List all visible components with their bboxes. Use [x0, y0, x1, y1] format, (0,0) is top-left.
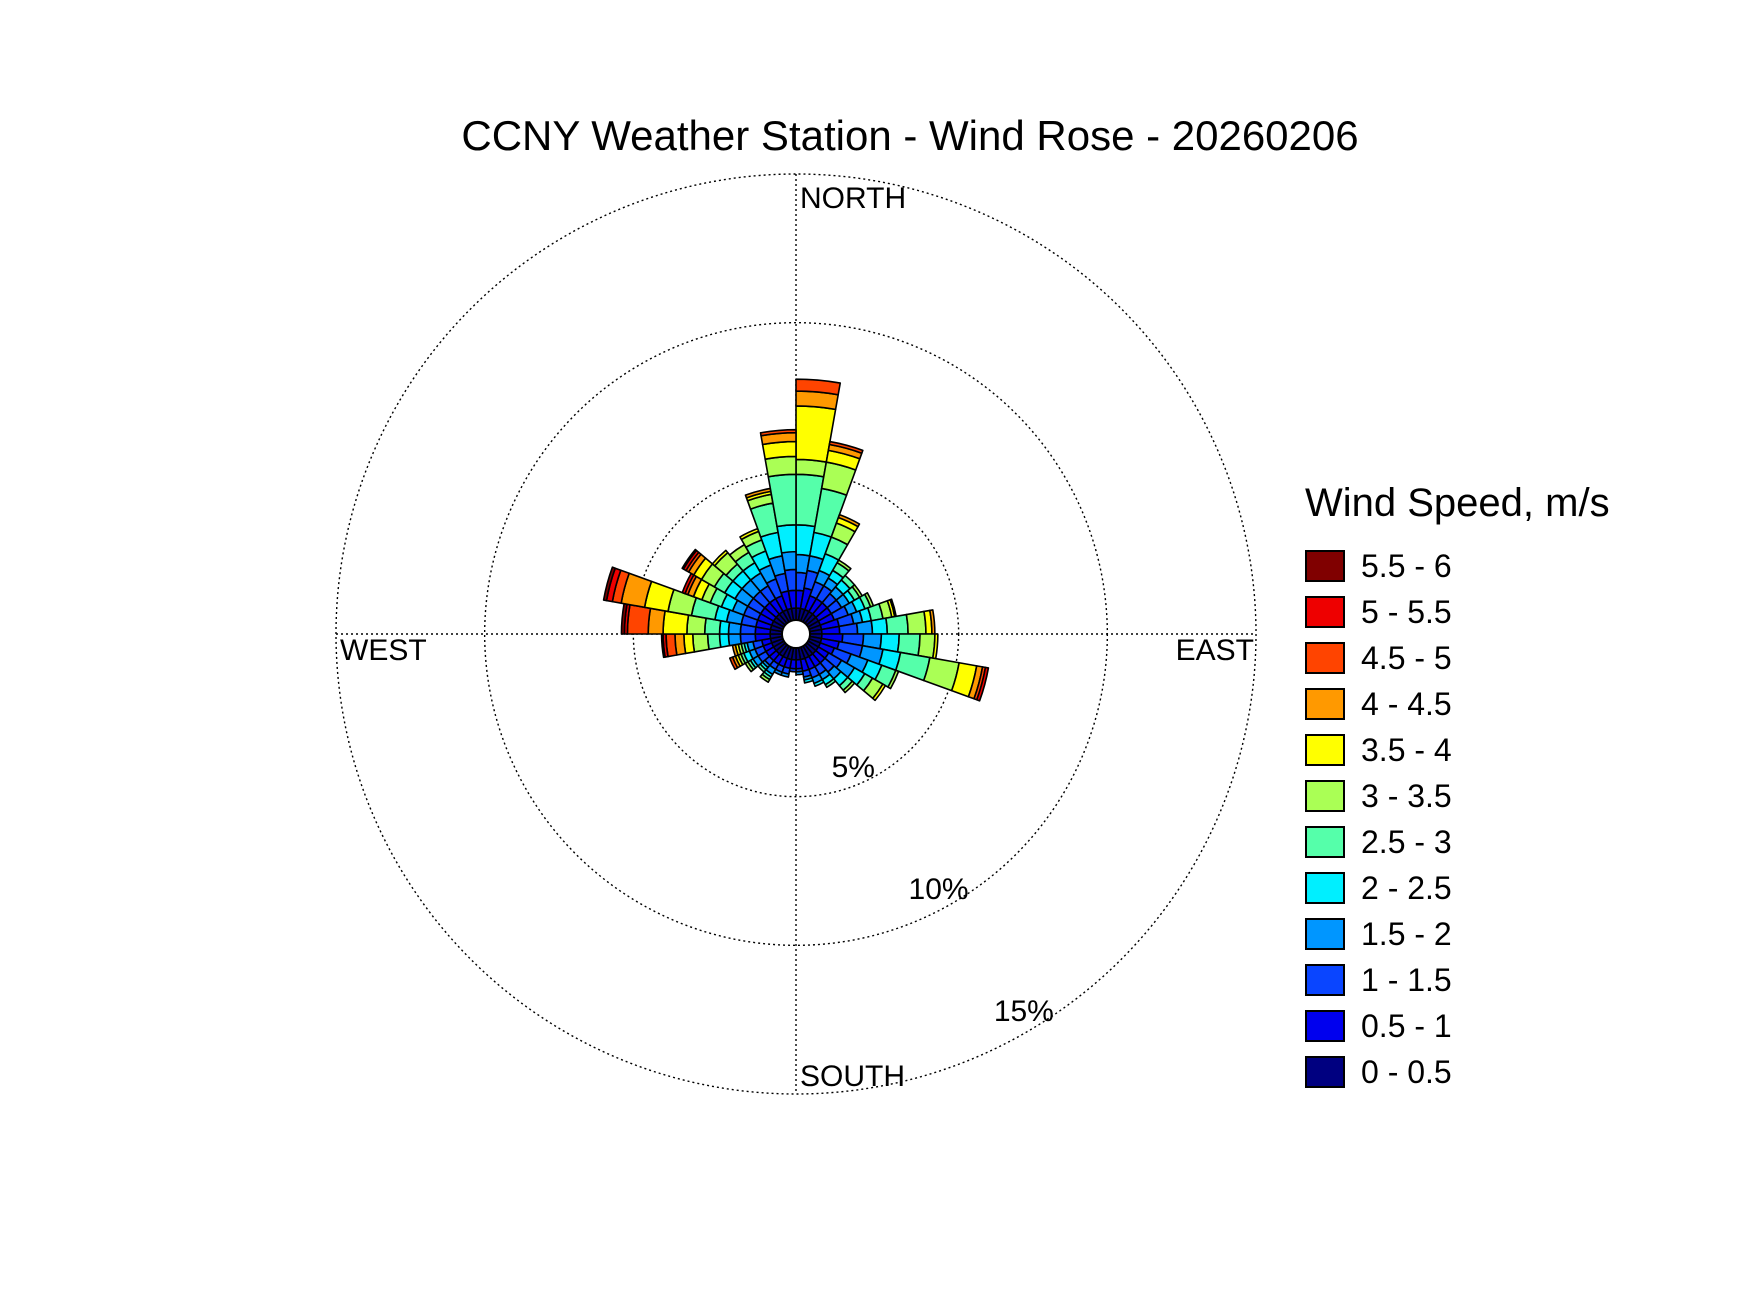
legend-swatch [1305, 918, 1345, 950]
legend-item: 2 - 2.5 [1305, 870, 1610, 916]
ring-label: 5% [832, 751, 875, 784]
legend-swatch [1305, 596, 1345, 628]
wind-rose-segment [975, 666, 990, 702]
wind-rose-segment [727, 633, 743, 647]
legend-label: 5 - 5.5 [1361, 594, 1452, 630]
direction-label-east: EAST [1176, 634, 1254, 667]
direction-label-west: WEST [340, 634, 427, 667]
legend-swatch [1305, 550, 1345, 582]
legend-items: 5.5 - 6 5 - 5.5 4.5 - 5 4 - 4.5 3.5 - 4 3 - 3… [1305, 548, 1610, 1100]
wind-rose-segment [905, 610, 927, 635]
legend-item: 3.5 - 4 [1305, 732, 1610, 778]
wind-rose-segment [626, 603, 652, 635]
legend-item: 2.5 - 3 [1305, 824, 1610, 870]
wind-rose-segment [887, 669, 900, 690]
wind-rose-segment [681, 548, 698, 570]
wind-rose-segment [602, 566, 617, 602]
legend-swatch [1305, 734, 1345, 766]
wind-rose-segment [780, 550, 797, 572]
legend-label: 1.5 - 2 [1361, 916, 1452, 952]
wind-rose-segment [692, 633, 710, 653]
wind-rose-segment [739, 633, 757, 645]
wind-rose-segment [885, 613, 909, 635]
wind-rose-segment [764, 455, 797, 478]
legend-label: 2.5 - 3 [1361, 824, 1452, 860]
legend-label: 2 - 2.5 [1361, 870, 1452, 906]
wind-rose-segment [795, 670, 804, 676]
polar-labels: NORTH EAST SOUTH WEST 5% 10% 15% [340, 182, 1254, 1093]
wind-rose-segment [728, 656, 739, 671]
direction-label-north: NORTH [800, 182, 906, 215]
legend-title: Wind Speed, m/s [1305, 481, 1610, 525]
ring-label: 15% [994, 995, 1054, 1028]
legend-label: 5.5 - 6 [1361, 548, 1452, 584]
legend-item: 4.5 - 5 [1305, 640, 1610, 686]
legend-swatch [1305, 964, 1345, 996]
legend-swatch [1305, 1010, 1345, 1042]
legend-item: 0 - 0.5 [1305, 1054, 1610, 1100]
wind-rose-segment [871, 683, 887, 702]
legend-swatch [1305, 780, 1345, 812]
legend-swatch [1305, 872, 1345, 904]
legend-label: 1 - 1.5 [1361, 962, 1452, 998]
legend-item: 5.5 - 6 [1305, 548, 1610, 594]
wind-rose-segment [813, 678, 825, 688]
wind-rose-segment [647, 607, 666, 635]
legend-swatch [1305, 688, 1345, 720]
wind-rose-segment [837, 513, 861, 528]
center-hole [781, 619, 811, 649]
legend: Wind Speed, m/s 5.5 - 6 5 - 5.5 4.5 - 5 4 -… [1305, 480, 1610, 1100]
wind-rose-segment [855, 619, 874, 635]
legend-item: 0.5 - 1 [1305, 1008, 1610, 1054]
wind-rose-segment [706, 633, 722, 651]
legend-swatch [1305, 642, 1345, 674]
wind-rose-segment [795, 378, 842, 396]
legend-label: 3.5 - 4 [1361, 732, 1452, 768]
wind-rose-segment [711, 549, 729, 567]
legend-label: 0.5 - 1 [1361, 1008, 1452, 1044]
wind-rose-segment [759, 673, 771, 683]
legend-item: 5 - 5.5 [1305, 594, 1610, 640]
wind-rose-segment [836, 559, 852, 572]
legend-item: 4 - 4.5 [1305, 686, 1610, 732]
wind-rose-segment [917, 633, 936, 659]
legend-swatch [1305, 1056, 1345, 1088]
legend-label: 0 - 0.5 [1361, 1054, 1452, 1090]
legend-label: 4.5 - 5 [1361, 640, 1452, 676]
wind-rose-segment [842, 680, 856, 694]
wind-rose-segment [824, 678, 837, 689]
wind-rose-segment [795, 658, 803, 670]
wind-rose-segment [759, 428, 797, 437]
wind-rose-segment [803, 677, 814, 684]
direction-label-south: SOUTH [800, 1060, 905, 1093]
legend-item: 1.5 - 2 [1305, 916, 1610, 962]
wind-rose-segment [828, 440, 864, 455]
legend-swatch [1305, 826, 1345, 858]
legend-item: 1 - 1.5 [1305, 962, 1610, 1008]
grid-ring [335, 173, 1257, 1095]
legend-label: 4 - 4.5 [1361, 686, 1452, 722]
ring-label: 10% [909, 873, 969, 906]
legend-item: 3 - 3.5 [1305, 778, 1610, 824]
legend-label: 3 - 3.5 [1361, 778, 1452, 814]
wind-rose-bars [602, 378, 990, 702]
chart-title: CCNY Weather Station - Wind Rose - 20260… [461, 112, 1359, 159]
wind-rose-segment [870, 617, 889, 635]
